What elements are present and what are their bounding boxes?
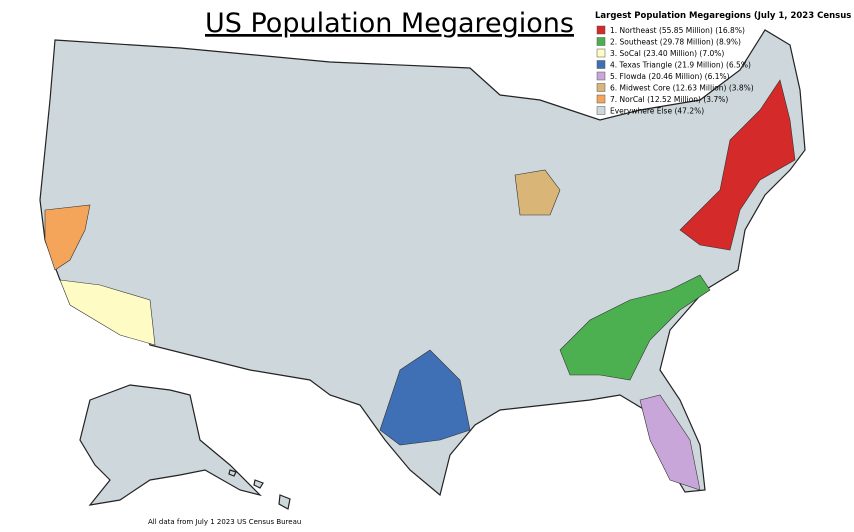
legend-swatch — [596, 106, 606, 115]
legend-label: 1. Northeast (55.85 Million) (16.8%) — [610, 26, 745, 35]
legend-swatch — [596, 48, 606, 58]
legend-swatch — [596, 60, 606, 69]
flowda-region — [639, 394, 701, 491]
legend-swatch — [596, 37, 606, 46]
alaska — [79, 384, 262, 506]
norcal-region — [44, 204, 91, 271]
midwest-region — [514, 169, 561, 216]
legend-label: Everywhere Else (47.2%) — [610, 107, 704, 116]
socal-region — [59, 279, 156, 346]
map-title: US Population Megaregions — [205, 8, 574, 39]
legend-label: 6. Midwest Core (12.63 Million) (3.8%) — [610, 84, 754, 93]
texas-region — [379, 349, 471, 446]
southeast-region — [559, 274, 711, 381]
legend-swatch — [596, 25, 606, 35]
source-note: All data from July 1 2023 US Census Bure… — [148, 518, 301, 526]
legend-label: 4. Texas Triangle (21.9 Million) (6.5%) — [610, 61, 751, 70]
legend-label: 5. Flowda (20.46 Million) (6.1%) — [610, 72, 730, 81]
northeast-region — [679, 79, 796, 251]
legend-swatch — [596, 71, 606, 81]
us-mainland — [39, 29, 806, 497]
legend: 1. Northeast (55.85 Million) (16.8%) 2. S… — [596, 25, 754, 116]
hawaii — [228, 469, 291, 510]
legend-swatch — [596, 94, 606, 104]
legend-swatch — [596, 83, 606, 92]
legend-title: Largest Population Megaregions (July 1, … — [595, 11, 854, 21]
legend-label: 7. NorCal (12.52 Million) (3.7%) — [610, 95, 728, 104]
legend-label: 2. Southeast (29.78 Million) (8.9%) — [610, 38, 741, 47]
legend-label: 3. SoCal (23.40 Million) (7.0%) — [610, 49, 724, 58]
